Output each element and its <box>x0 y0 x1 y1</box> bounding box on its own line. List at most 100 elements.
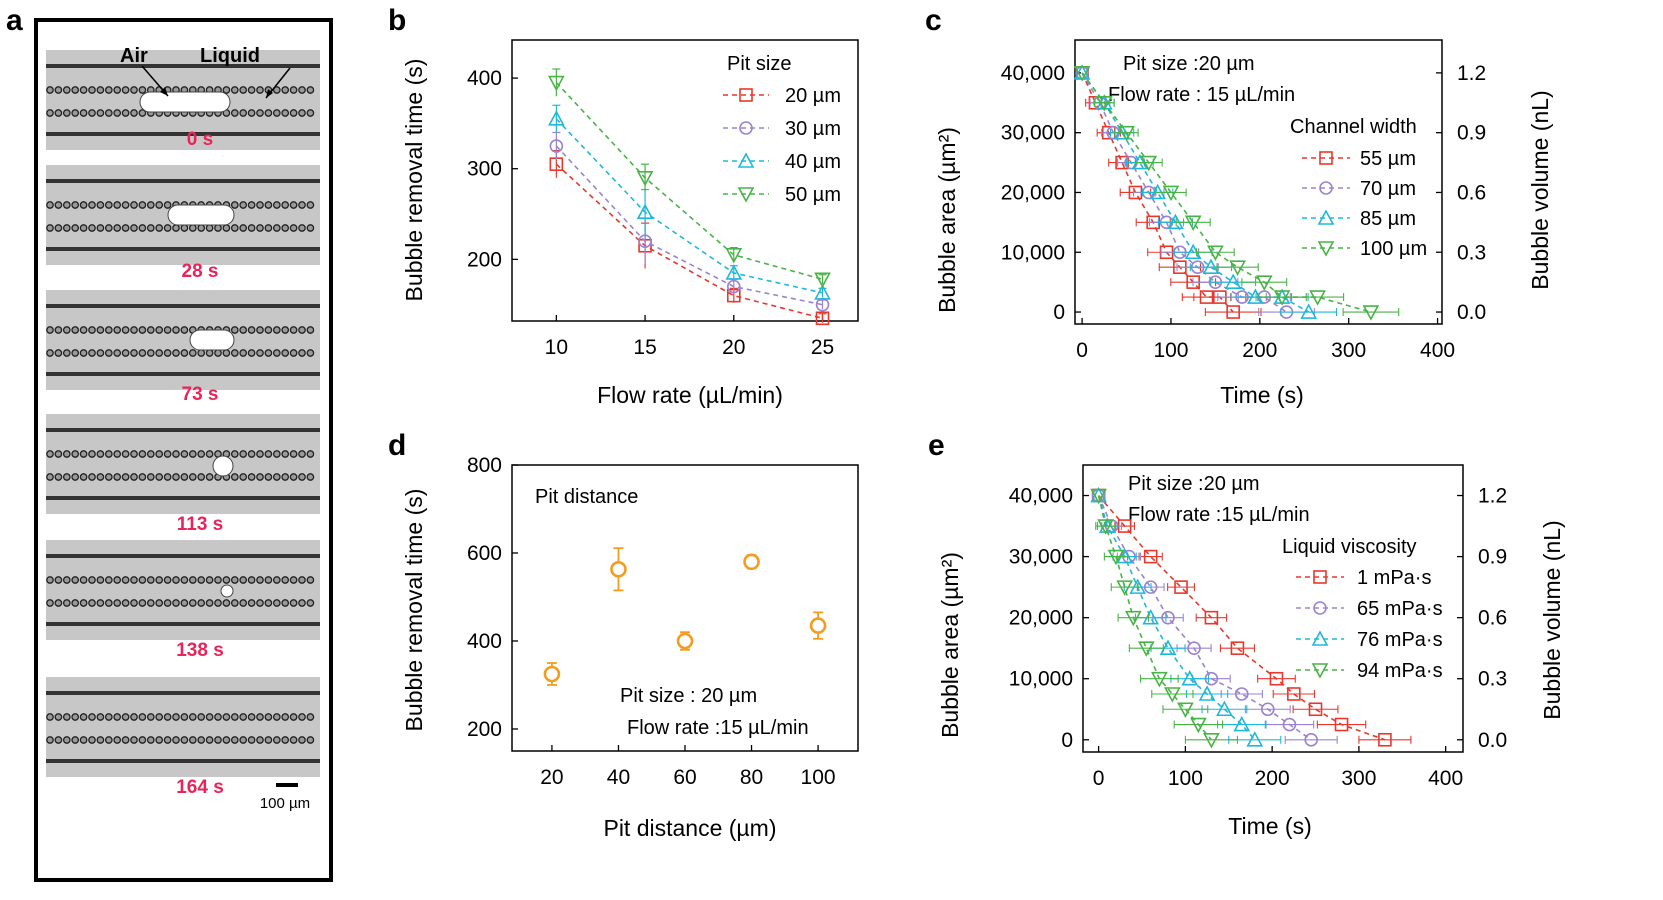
pit <box>172 713 180 721</box>
channel-wall <box>46 304 320 308</box>
chart-b: 10 15 20 25 200 300 400 20 µm 30 µm 40 µm 50 µm <box>467 67 841 359</box>
pit <box>163 201 172 209</box>
pit <box>272 713 281 721</box>
micrograph-3 <box>46 414 320 514</box>
data-point <box>1190 717 1207 734</box>
pit <box>130 86 138 94</box>
pit <box>214 224 222 232</box>
pit <box>88 224 96 232</box>
data-point <box>1300 303 1318 319</box>
pit <box>256 599 264 607</box>
data-point <box>1255 275 1273 291</box>
pit <box>289 736 298 744</box>
data-point <box>1140 155 1158 172</box>
pit <box>54 224 63 232</box>
pit <box>172 473 180 481</box>
pit <box>239 736 248 744</box>
pit <box>256 736 264 744</box>
pit <box>130 224 138 232</box>
pit <box>113 326 122 334</box>
y-tick-label: 300 <box>467 158 502 181</box>
pit <box>121 109 130 117</box>
data-point <box>1174 580 1188 594</box>
series-line-0 <box>555 163 823 320</box>
pit <box>239 86 248 94</box>
pit <box>54 86 63 94</box>
pit <box>230 736 239 744</box>
data-point <box>676 632 694 650</box>
pit <box>172 736 180 744</box>
pit <box>62 450 71 458</box>
pit <box>256 224 264 232</box>
pit <box>256 713 264 721</box>
legend-marker <box>739 121 753 135</box>
pit <box>281 109 290 117</box>
series-line-2 <box>1097 495 1256 741</box>
pit <box>205 713 214 721</box>
micrograph-0 <box>46 50 320 150</box>
pit <box>222 736 231 744</box>
pit <box>230 224 239 232</box>
pit <box>281 576 290 584</box>
pit <box>197 599 206 607</box>
pit <box>281 224 290 232</box>
pit <box>214 349 222 357</box>
frame-time-2: 73 s <box>182 384 219 405</box>
pit <box>46 736 54 744</box>
x-tick-label: 25 <box>811 336 834 359</box>
pit <box>71 713 80 721</box>
pit <box>113 713 122 721</box>
data-point <box>636 170 654 187</box>
pit <box>113 349 122 357</box>
pit <box>146 326 155 334</box>
y-tick-label: 200 <box>467 718 502 741</box>
pit <box>146 713 155 721</box>
pit <box>281 450 290 458</box>
pit <box>306 224 315 232</box>
air-bubble <box>189 329 235 351</box>
legend-marker <box>1319 181 1333 195</box>
pit <box>281 86 290 94</box>
pit <box>54 599 63 607</box>
chart-b-legend-title: Pit size <box>727 53 791 75</box>
pit <box>222 86 231 94</box>
legend-marker <box>737 187 755 203</box>
channel-wall <box>46 622 320 626</box>
pit <box>146 599 155 607</box>
legend-label: 94 mPa·s <box>1357 660 1443 682</box>
y2-tick-label: 0.9 <box>1478 546 1507 569</box>
chart-b-xlabel: Flow rate (µL/min) <box>597 382 783 408</box>
pit <box>138 201 147 209</box>
pit <box>62 713 71 721</box>
data-point <box>814 284 831 300</box>
pit <box>121 224 130 232</box>
y2-tick-label: 0.9 <box>1457 122 1486 145</box>
chart-d-annot-2: Flow rate :15 µL/min <box>627 717 809 739</box>
micrograph-2 <box>46 290 320 390</box>
pit <box>155 450 164 458</box>
chart-b-ylabel: Bubble removal time (s) <box>401 59 427 302</box>
legend-label: 55 µm <box>1360 148 1416 170</box>
pit <box>88 201 96 209</box>
pit <box>46 224 54 232</box>
pit <box>130 713 138 721</box>
y-tick-label: 10,000 <box>1001 241 1065 264</box>
x-tick-label: 300 <box>1331 339 1366 362</box>
pit <box>130 349 138 357</box>
y2-tick-label: 1.2 <box>1478 485 1507 508</box>
chart-e-frame <box>1082 464 1464 753</box>
data-point <box>1334 717 1349 732</box>
pit <box>96 576 105 584</box>
data-point <box>1143 549 1158 564</box>
pit <box>247 713 256 721</box>
pit <box>104 109 113 117</box>
pit <box>138 599 147 607</box>
pit <box>256 201 264 209</box>
pit <box>188 349 197 357</box>
pit <box>247 349 256 357</box>
chart-c-annot-1: Pit size :20 µm <box>1123 53 1255 75</box>
pit <box>239 109 248 117</box>
pit <box>88 736 96 744</box>
pit <box>289 224 298 232</box>
data-point <box>1273 290 1291 306</box>
